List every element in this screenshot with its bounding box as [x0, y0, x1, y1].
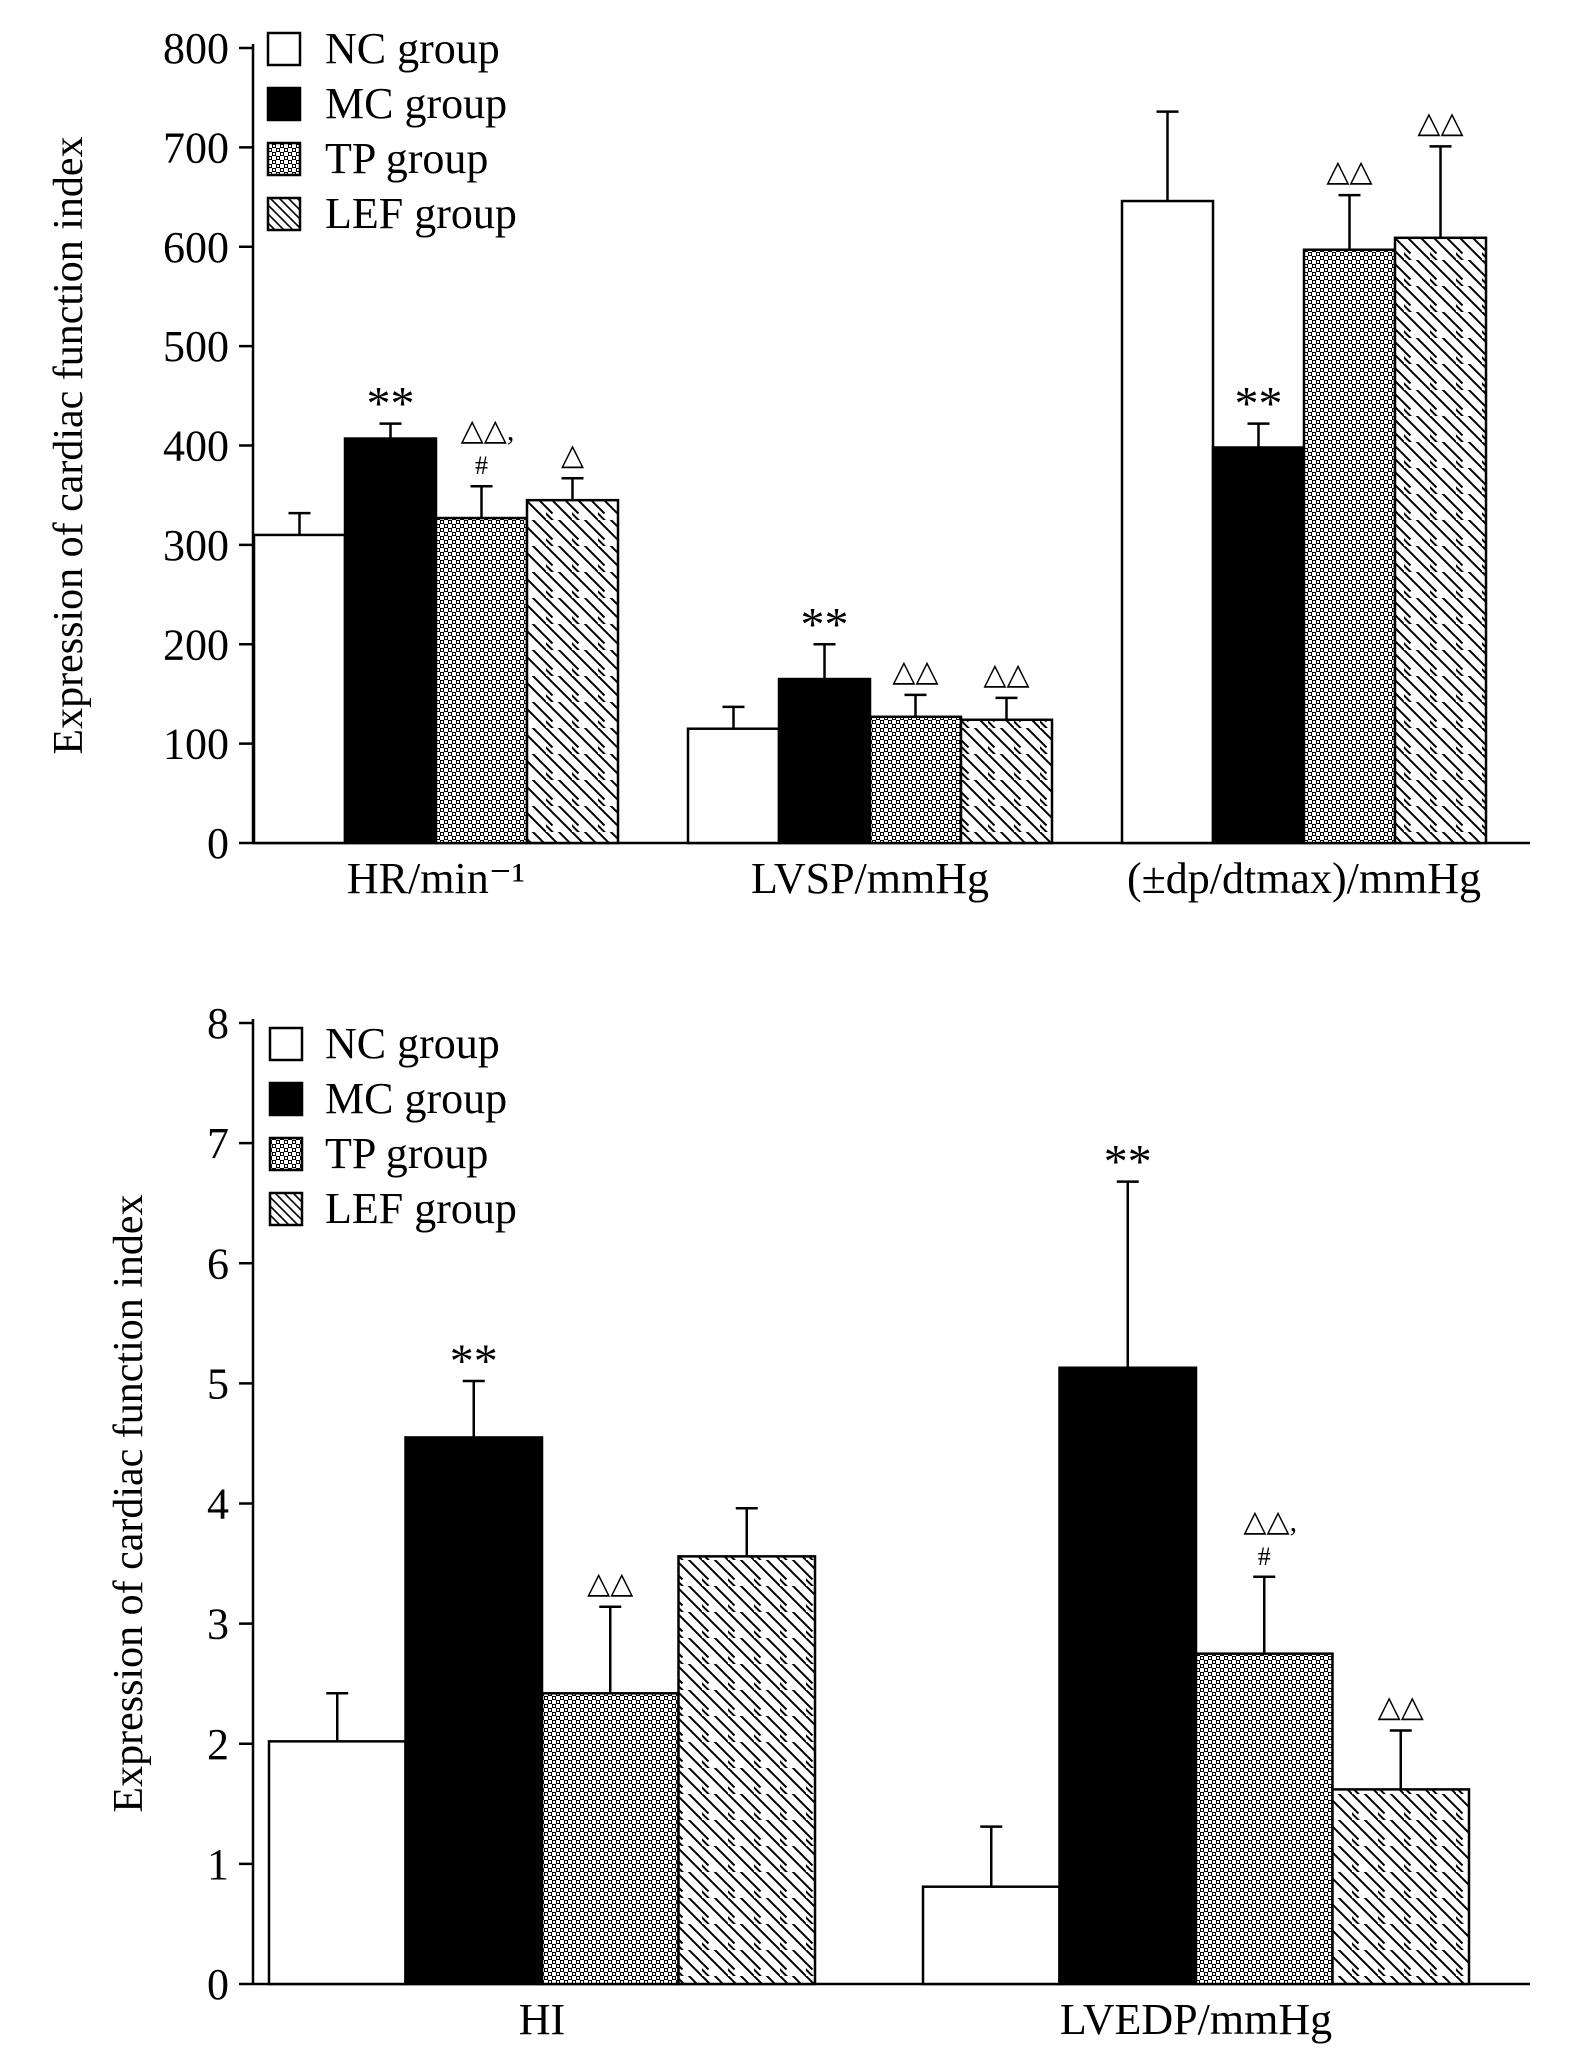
category-label: HR/min⁻¹	[347, 854, 525, 903]
significance-annotation: △△,	[1243, 1505, 1297, 1538]
legend-label: TP group	[325, 134, 488, 183]
bar-mc-group	[1211, 446, 1306, 845]
legend-swatch-lef-group	[268, 1191, 304, 1227]
category-label: HI	[519, 1995, 565, 2044]
bar-nc-group	[252, 533, 347, 845]
y-tick-label: 8	[207, 999, 229, 1048]
legend-swatch-nc-group	[268, 1026, 304, 1062]
legend: NC group MC group TP group LEF group	[266, 24, 517, 238]
y-axis-label: Expression of cardiac function index	[106, 1194, 152, 1812]
y-tick-label: 2	[207, 1720, 229, 1769]
bar-mc-group	[343, 437, 438, 845]
significance-annotation: △	[561, 438, 584, 471]
legend-swatch-tp-group	[266, 141, 302, 177]
legend-label: LEF group	[325, 189, 517, 238]
legend-label: LEF group	[325, 1184, 517, 1233]
bar-lef-group	[1331, 1788, 1471, 1986]
bar-nc-group	[1120, 199, 1215, 845]
significance-annotation: △△	[1326, 155, 1372, 188]
legend-swatch-lef-group	[266, 196, 302, 232]
y-tick-label: 1	[207, 1840, 229, 1889]
bar-tp-group	[1194, 1652, 1334, 1986]
significance-annotation: △△	[983, 658, 1029, 691]
legend-swatch-mc-group	[268, 1081, 304, 1117]
category-label: LVEDP/mmHg	[1060, 1995, 1332, 2044]
significance-annotation: △△,	[461, 414, 515, 447]
significance-annotation: △△	[892, 655, 938, 688]
bar-lef-group	[1393, 236, 1488, 845]
y-tick-label: 5	[207, 1359, 229, 1408]
y-tick-label: 300	[163, 521, 229, 570]
bar-nc-group	[921, 1885, 1061, 1986]
chart-bottom: 0 1 2 3 4 5 6 7 8 Expression of cardiac function …	[106, 999, 1530, 2044]
y-tick-label: 700	[163, 123, 229, 172]
bar-tp-group	[1302, 248, 1397, 845]
y-tick-label: 4	[207, 1480, 229, 1529]
bar-lef-group	[959, 718, 1054, 845]
y-tick-label: 600	[163, 223, 229, 272]
significance-annotation: **	[1235, 378, 1283, 431]
y-tick-label: 400	[163, 422, 229, 471]
bar-mc-group	[1058, 1366, 1198, 1986]
bar-mc-group	[777, 677, 872, 845]
y-tick-label: 500	[163, 322, 229, 371]
category-label: (±dp/dtmax)/mmHg	[1127, 854, 1481, 903]
significance-annotation: △△	[1378, 1691, 1424, 1724]
bar-nc-group	[686, 727, 781, 845]
chart-top: 0 100 200 300 400 500 600 700 800 Expression of c…	[46, 24, 1530, 903]
legend-label: NC group	[325, 1019, 500, 1068]
legend-label: MC group	[325, 79, 507, 128]
significance-annotation: #	[1258, 1542, 1271, 1571]
legend-swatch-tp-group	[268, 1136, 304, 1172]
y-tick-label: 200	[163, 620, 229, 669]
bar-nc-group	[267, 1740, 407, 1986]
significance-annotation: **	[367, 378, 415, 431]
legend-label: MC group	[325, 1074, 507, 1123]
significance-annotation: **	[801, 598, 849, 651]
bar-lef-group	[677, 1555, 817, 1986]
significance-annotation: **	[450, 1335, 498, 1388]
y-axis-label: Expression of cardiac function index	[46, 136, 92, 754]
significance-annotation: #	[475, 451, 488, 480]
y-tick-label: 6	[207, 1239, 229, 1288]
significance-annotation: △△	[1417, 106, 1463, 139]
bar-tp-group	[868, 715, 963, 845]
y-tick-label: 0	[207, 1960, 229, 2009]
category-label: LVSP/mmHg	[751, 854, 989, 903]
y-tick-label: 100	[163, 720, 229, 769]
bar-lef-group	[525, 498, 620, 845]
legend: NC group MC group TP group LEF group	[268, 1019, 517, 1233]
significance-annotation: **	[1104, 1136, 1152, 1189]
legend-label: NC group	[325, 24, 500, 73]
y-tick-label: 800	[163, 24, 229, 73]
y-tick-label: 7	[207, 1119, 229, 1168]
legend-label: TP group	[325, 1129, 488, 1178]
bar-tp-group	[434, 516, 529, 845]
bar-tp-group	[540, 1692, 680, 1986]
legend-swatch-mc-group	[266, 86, 302, 122]
y-tick-label: 3	[207, 1600, 229, 1649]
y-tick-label: 0	[207, 819, 229, 868]
legend-swatch-nc-group	[266, 31, 302, 67]
significance-annotation: △△	[587, 1567, 633, 1600]
bar-mc-group	[404, 1436, 544, 1986]
